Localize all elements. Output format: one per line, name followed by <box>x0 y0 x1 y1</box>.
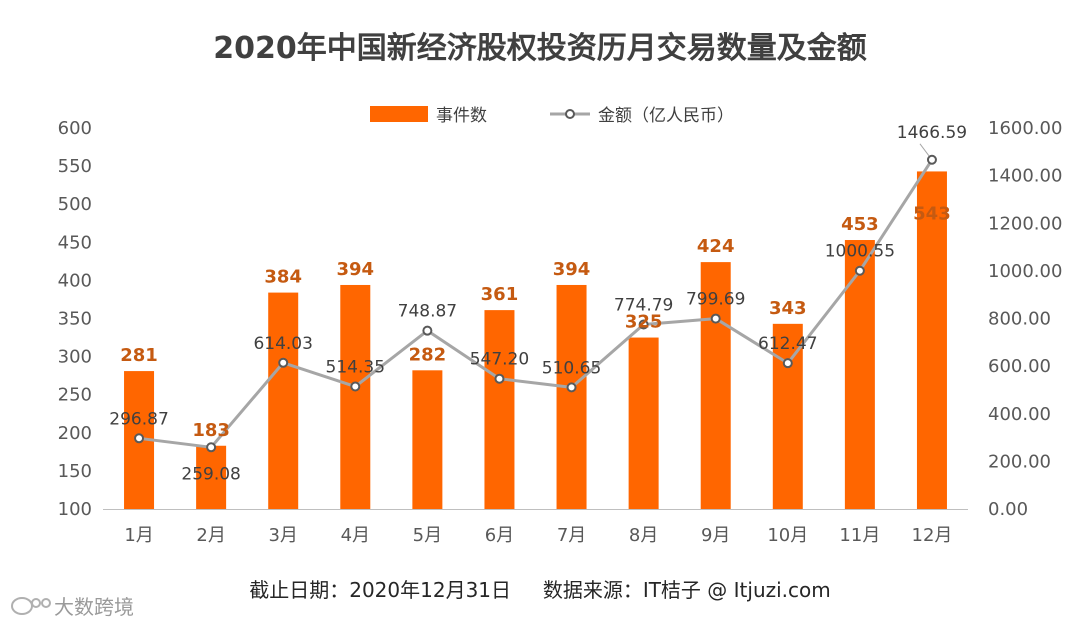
y-left-tick-label: 400 <box>58 270 92 291</box>
x-tick-label: 7月 <box>557 525 586 546</box>
bar-value-label: 424 <box>697 236 735 257</box>
bar-value-label: 183 <box>192 420 230 441</box>
x-tick-label: 2月 <box>196 525 225 546</box>
y-right-tick-label: 1400.00 <box>988 166 1062 187</box>
amount-value-label: 748.87 <box>398 302 457 322</box>
bar-12月 <box>916 171 947 509</box>
y-left-tick-label: 300 <box>58 347 92 368</box>
watermark: 大数跨境 <box>11 595 134 619</box>
y-left-tick-label: 200 <box>58 423 92 444</box>
y-right-tick-label: 1000.00 <box>988 261 1062 282</box>
bar-3月 <box>268 292 299 509</box>
footer-source: 截止日期：2020年12月31日 数据来源：IT桔子 @ Itjuzi.com <box>249 578 831 602</box>
bar-8月 <box>628 337 659 509</box>
y-left-tick-label: 100 <box>58 499 92 520</box>
legend-swatch-count <box>370 106 428 122</box>
y-left-tick-label: 250 <box>58 385 92 406</box>
bar-value-label: 543 <box>913 203 951 224</box>
amount-point-9月 <box>710 313 721 324</box>
amount-point-12月 <box>926 154 937 165</box>
y-left-tick-label: 450 <box>58 232 92 253</box>
amount-value-label: 614.03 <box>253 334 312 354</box>
bar-value-label: 394 <box>553 259 591 280</box>
amount-value-label: 774.79 <box>614 296 673 316</box>
y-right-tick-label: 600.00 <box>988 356 1051 377</box>
bar-value-label: 394 <box>337 259 375 280</box>
amount-data-labels: 296.87 259.08 614.03 514.35 748.87 547.20 510.… <box>109 123 967 485</box>
bar-5月 <box>412 370 443 509</box>
watermark-logo-icon <box>11 597 51 615</box>
bar-value-label: 384 <box>264 267 302 288</box>
amount-point-7月 <box>566 382 577 393</box>
amount-value-label: 510.65 <box>542 358 601 378</box>
y-left-tick-label: 550 <box>58 156 92 177</box>
y-left-tick-label: 500 <box>58 194 92 215</box>
amount-point-3月 <box>278 357 289 368</box>
amount-value-label: 799.69 <box>686 290 745 310</box>
x-tick-label: 4月 <box>341 525 370 546</box>
x-tick-label: 3月 <box>268 525 297 546</box>
y-left-tick-label: 350 <box>58 309 92 330</box>
bar-value-label: 453 <box>841 214 879 235</box>
y-right-tick-label: 200.00 <box>988 451 1051 472</box>
amount-point-6月 <box>494 373 505 384</box>
amount-label-leader <box>919 143 930 157</box>
x-tick-label: 11月 <box>839 525 880 546</box>
bar-10月 <box>772 323 803 509</box>
y-right-tick-label: 1200.00 <box>988 213 1062 234</box>
amount-value-label: 612.47 <box>758 334 817 354</box>
x-tick-label: 9月 <box>701 525 730 546</box>
legend-label-count: 事件数 <box>436 106 487 126</box>
y-right-tick-label: 800.00 <box>988 309 1051 330</box>
x-tick-label: 12月 <box>912 525 953 546</box>
bar-2月 <box>196 445 227 509</box>
amount-value-label: 1466.59 <box>897 123 967 143</box>
amount-point-8月 <box>638 319 649 330</box>
amount-point-2月 <box>206 442 217 453</box>
amount-value-label: 296.87 <box>109 409 168 429</box>
amount-line <box>138 158 934 449</box>
y-right-tick-label: 400.00 <box>988 404 1051 425</box>
y-left-tick-label: 600 <box>58 118 92 139</box>
right-axis: 0.00 200.00 400.00 600.00 800.00 1000.00 1200.… <box>988 118 1062 520</box>
amount-point-4月 <box>350 381 361 392</box>
x-tick-label: 5月 <box>413 525 442 546</box>
amount-value-label: 514.35 <box>326 358 385 378</box>
watermark-text: 大数跨境 <box>54 595 134 619</box>
bar-series <box>124 171 947 509</box>
amount-value-label: 1000.55 <box>825 242 895 262</box>
amount-point-5月 <box>422 325 433 336</box>
bar-value-label: 361 <box>481 284 519 305</box>
x-tick-label: 10月 <box>767 525 808 546</box>
bar-4月 <box>340 284 371 509</box>
bar-value-label: 281 <box>120 345 158 366</box>
legend-label-amount: 金额（亿人民币） <box>598 106 734 126</box>
bar-value-label: 282 <box>409 344 447 365</box>
amount-point-11月 <box>854 265 865 276</box>
bar-6月 <box>484 310 515 509</box>
amount-value-label: 547.20 <box>470 350 529 370</box>
y-left-tick-label: 150 <box>58 461 92 482</box>
y-right-tick-label: 1600.00 <box>988 118 1062 139</box>
bar-data-labels: 281 183 384 394 282 361 394 325 424 343 453 543 <box>120 203 950 440</box>
bar-value-label: 325 <box>625 312 663 333</box>
bar-value-label: 343 <box>769 298 807 319</box>
x-tick-label: 8月 <box>629 525 658 546</box>
x-tick-label: 1月 <box>124 525 153 546</box>
x-axis: 1月 2月 3月 4月 5月 6月 7月 8月 9月 10月 11月 12月 <box>103 509 968 546</box>
amount-point-1月 <box>134 433 145 444</box>
chart-title: 2020年中国新经济股权投资历月交易数量及金额 <box>213 31 867 66</box>
line-series <box>134 154 937 453</box>
y-right-tick-label: 0.00 <box>988 499 1028 520</box>
bar-7月 <box>556 284 587 509</box>
x-tick-label: 6月 <box>485 525 514 546</box>
legend: 事件数 金额（亿人民币） <box>370 106 734 126</box>
amount-value-label: 259.08 <box>181 464 240 484</box>
legend-swatch-amount-marker <box>565 109 575 119</box>
amount-point-10月 <box>782 358 793 369</box>
bar-11月 <box>844 240 875 509</box>
bar-9月 <box>700 262 731 509</box>
left-axis: 100 150 200 250 300 350 400 450 500 550 600 <box>58 118 92 520</box>
